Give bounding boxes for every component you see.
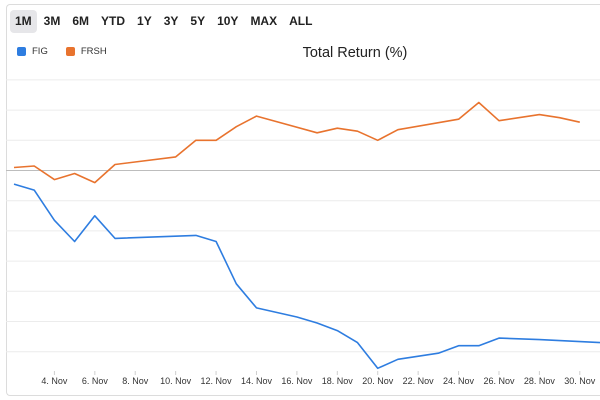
range-button-1m[interactable]: 1M: [10, 10, 37, 33]
legend-item-frsh[interactable]: FRSH: [65, 46, 107, 57]
range-button-1y[interactable]: 1Y: [137, 14, 152, 28]
chart-legend: FIG FRSH: [17, 46, 107, 57]
range-selector: 1M 3M 6M YTD 1Y 3Y 5Y 10Y MAX ALL: [10, 10, 317, 33]
chart-title: Total Return (%): [302, 45, 408, 61]
range-button-max[interactable]: MAX: [250, 14, 278, 28]
x-tick-label: 4. Nov: [41, 376, 68, 386]
x-tick-label: 14. Nov: [241, 376, 273, 386]
range-button-3y[interactable]: 3Y: [163, 14, 179, 28]
series-lines: [13, 101, 600, 370]
x-tick-label: 8. Nov: [122, 376, 149, 386]
series-line-fig[interactable]: [13, 183, 600, 370]
legend-swatch-fig: [17, 47, 26, 56]
x-tick-label: 20. Nov: [362, 376, 394, 386]
series-line-frsh[interactable]: [13, 101, 580, 184]
legend-item-fig[interactable]: FIG: [17, 46, 48, 57]
grid-lines: [6, 79, 600, 353]
x-tick-label: 26. Nov: [483, 376, 515, 386]
legend-label-frsh: FRSH: [80, 46, 107, 57]
x-tick-label: 24. Nov: [443, 376, 475, 386]
x-tick-label: 16. Nov: [281, 376, 313, 386]
x-tick-label: 10. Nov: [160, 376, 192, 386]
x-tick-label: 30. Nov: [564, 376, 596, 386]
x-tick-label: 28. Nov: [524, 376, 556, 386]
legend-swatch-frsh: [65, 47, 75, 56]
legend-label-fig: FIG: [32, 46, 48, 57]
range-button-ytd[interactable]: YTD: [101, 14, 126, 28]
chart-frame: [6, 4, 600, 396]
range-button-10y[interactable]: 10Y: [217, 14, 239, 28]
range-button-5y[interactable]: 5Y: [190, 14, 206, 28]
x-tick-label: 6. Nov: [82, 376, 109, 386]
x-tick-label: 12. Nov: [201, 376, 233, 386]
x-tick-label: 18. Nov: [322, 376, 354, 386]
x-tick-label: 22. Nov: [403, 376, 435, 386]
range-button-3m[interactable]: 3M: [43, 14, 61, 28]
range-button-6m[interactable]: 6M: [72, 14, 90, 28]
range-button-all[interactable]: ALL: [289, 14, 313, 28]
x-axis-ticks: 4. Nov 6. Nov 8. Nov 10. Nov 12. Nov 14. Nov 1…: [41, 371, 596, 386]
